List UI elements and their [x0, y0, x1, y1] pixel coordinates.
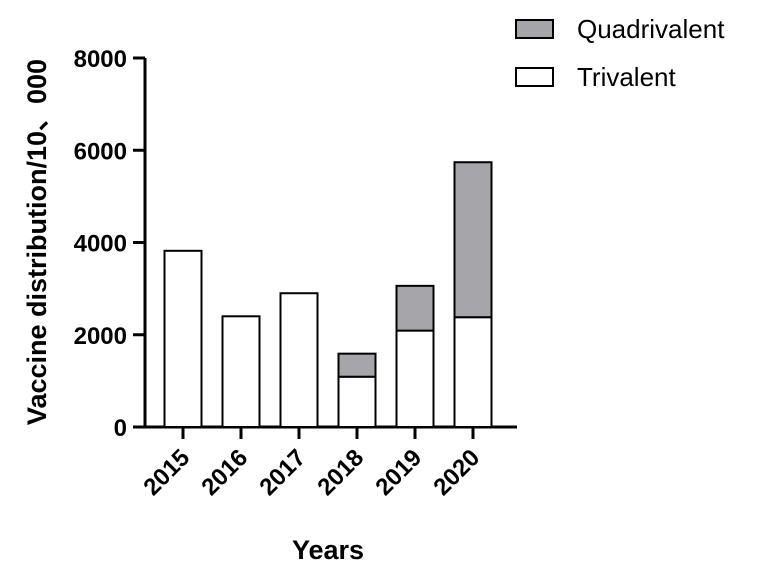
bar-trivalent-2015	[163, 249, 203, 428]
bar-quadrivalent-2020	[453, 161, 493, 319]
bar-trivalent-2019	[395, 329, 435, 429]
legend: Quadrivalent Trivalent	[515, 14, 725, 92]
bar-trivalent-2018	[337, 375, 377, 429]
bar-trivalent-2016	[221, 315, 261, 428]
y-tick-label: 6000	[74, 138, 127, 165]
x-tick-label: 2019	[370, 444, 427, 501]
x-axis: 2015 2016 2017 2018 2019 2020	[138, 425, 517, 501]
y-tick-label: 8000	[74, 46, 127, 73]
y-axis-title: Vaccine distribution/10、000	[22, 59, 52, 425]
bar-trivalent-2017	[279, 292, 319, 428]
bar-quadrivalent-2018	[337, 352, 377, 378]
x-axis-title: Years	[292, 535, 364, 565]
x-tick-label: 2016	[196, 444, 253, 501]
x-tick-label: 2018	[312, 444, 369, 501]
y-tick-label: 2000	[74, 323, 127, 350]
legend-swatch-trivalent	[515, 67, 554, 87]
y-axis: 0 2000 4000 6000 8000	[74, 46, 147, 442]
y-tick-label: 4000	[74, 231, 127, 258]
bar-quadrivalent-2019	[395, 284, 435, 332]
bars	[163, 161, 493, 429]
bar-trivalent-2020	[453, 316, 493, 428]
y-tick-label: 0	[114, 415, 127, 442]
legend-label-trivalent: Trivalent	[577, 62, 677, 92]
x-tick-label: 2020	[428, 444, 485, 501]
legend-swatch-quadrivalent	[515, 19, 554, 39]
legend-label-quadrivalent: Quadrivalent	[577, 14, 725, 44]
x-tick-label: 2017	[254, 444, 311, 501]
x-tick-label: 2015	[138, 444, 195, 501]
